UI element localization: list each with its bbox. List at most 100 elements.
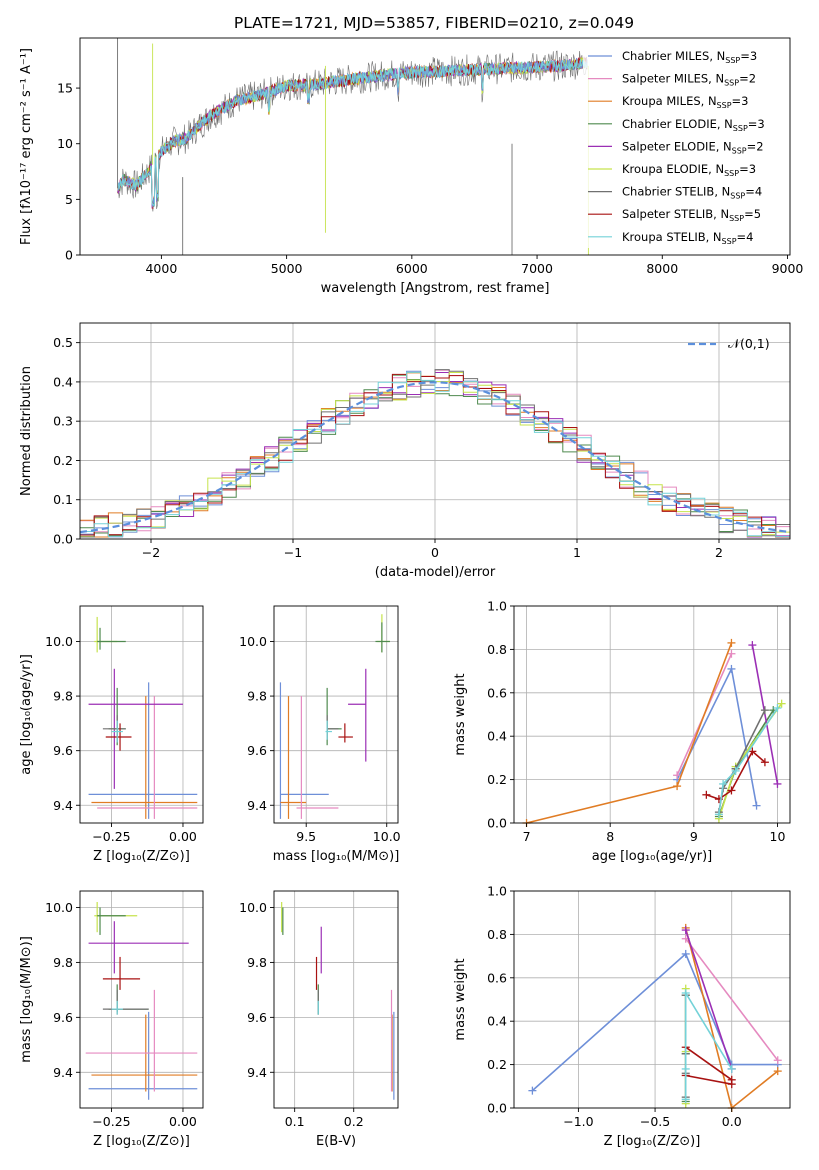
legend-entry-chabrier_stelib: Chabrier STELIB, NSSP=4 [622, 185, 762, 201]
x-tick-label: 1 [573, 545, 581, 560]
y-tick-label: 0.1 [53, 492, 73, 507]
y-tick-label: 9.4 [53, 1065, 73, 1080]
y-tick-label: 9.8 [53, 955, 73, 970]
x-tick-label: 4000 [145, 261, 177, 276]
z_age-frame [79, 605, 204, 824]
residual-legend-entry: 𝒩(0,1) [728, 336, 770, 351]
ebv_mass-xlabel: E(B-V) [316, 1134, 356, 1149]
weight-line-salpeter_miles [685, 938, 779, 1061]
weight-marker-kroupa_stelib [714, 810, 723, 819]
y-tick-label: 10.0 [45, 900, 73, 915]
weight-marker-salpeter_stelib [748, 747, 757, 756]
weight-line-kroupa_elodie [718, 703, 783, 819]
residual-hist-salpeter_stelib [80, 373, 790, 538]
x-tick-label: 0.1 [285, 1114, 305, 1129]
legend-entry-kroupa_stelib: Kroupa STELIB, NSSP=4 [622, 230, 753, 246]
x-tick-label: −0.5 [640, 1114, 670, 1129]
weight-line-chabrier_miles [676, 666, 758, 806]
y-tick-label: 0.4 [487, 729, 507, 744]
x-tick-label: −0.25 [92, 1114, 130, 1129]
x-tick-label: −0.25 [92, 829, 130, 844]
y-tick-label: 9.4 [247, 798, 267, 813]
mass_age-axes [274, 606, 398, 823]
weight-marker-kroupa_miles [673, 782, 682, 791]
residuals-axes [80, 323, 790, 540]
y-tick-label: 0.0 [53, 532, 73, 547]
y-tick-label: 0.2 [53, 453, 73, 468]
x-tick-label: 0 [431, 545, 439, 560]
normal-curve [79, 381, 791, 534]
weight-line-kroupa_stelib [684, 990, 733, 1100]
legend-entry-salpeter_miles: Salpeter MILES, NSSP=2 [622, 72, 756, 88]
x-tick-label: 10 [770, 829, 786, 844]
age_weight-axes [514, 605, 790, 824]
spectrum-legend: Chabrier MILES, NSSP=3 Salpeter MILES, NS… [583, 44, 788, 248]
y-tick-label: 9.8 [247, 689, 267, 704]
weight-marker-salpeter_elodie [681, 926, 690, 935]
x-tick-label: 8000 [646, 261, 678, 276]
weight-marker-salpeter_elodie [773, 779, 782, 788]
age_weight-xlabel: age [log₁₀(age/yr)] [592, 849, 713, 864]
weight-marker-chabrier_miles [727, 664, 736, 673]
y-tick-label: 0.4 [487, 1014, 507, 1029]
age_weight-frame [513, 605, 791, 824]
weight-marker-kroupa_stelib [727, 1064, 736, 1073]
weight-marker-kroupa_stelib [681, 1064, 690, 1073]
residuals-xlabel: (data-model)/error [375, 565, 496, 580]
x-tick-label: 0.0 [722, 1114, 742, 1129]
z_weight-ylabel: mass weight [453, 958, 468, 1040]
weight-marker-salpeter_stelib [760, 758, 769, 767]
spectrum-series-chabrier_stelib [117, 50, 588, 212]
x-tick-label: 9.5 [296, 829, 316, 844]
x-tick-label: 10.0 [373, 829, 401, 844]
weight-marker-chabrier_miles [752, 801, 761, 810]
spectrum-xlabel: wavelength [Angstrom, rest frame] [321, 281, 550, 296]
x-tick-label: 7 [523, 829, 531, 844]
weight-marker-salpeter_miles [773, 1056, 782, 1065]
weight-line-salpeter_elodie [751, 644, 779, 785]
x-tick-label: −1.0 [563, 1114, 593, 1129]
y-tick-label: 0.4 [53, 374, 73, 389]
y-tick-label: 15 [57, 81, 73, 96]
weight-marker-chabrier_stelib [760, 706, 769, 715]
z_age-xlabel: Z [log₁₀(Z/Z⊙)] [93, 849, 190, 864]
weight-marker-salpeter_miles [673, 771, 682, 780]
y-tick-label: 0 [65, 248, 73, 263]
age_weight-ylabel: mass weight [453, 673, 468, 755]
weight-marker-salpeter_stelib [702, 790, 711, 799]
y-tick-label: 0.0 [487, 816, 507, 831]
legend-entry-chabrier_miles: Chabrier MILES, NSSP=3 [622, 49, 757, 65]
z_weight-xlabel: Z [log₁₀(Z/Z⊙)] [604, 1134, 701, 1149]
legend-entry-salpeter_stelib: Salpeter STELIB, NSSP=5 [622, 207, 761, 223]
y-tick-label: 0.2 [487, 1057, 507, 1072]
legend-entry-salpeter_elodie: Salpeter ELODIE, NSSP=2 [622, 139, 764, 155]
weight-marker-salpeter_stelib [727, 786, 736, 795]
y-tick-label: 5 [65, 192, 73, 207]
weight-line-salpeter_elodie [684, 929, 733, 1070]
x-tick-label: 0.00 [169, 829, 197, 844]
y-tick-label: 9.6 [53, 743, 73, 758]
spectrum-series-kroupa_stelib [117, 58, 588, 207]
weight-marker-chabrier_miles [681, 949, 690, 958]
z_mass-ylabel: mass [log₁₀(M/M⊙)] [19, 936, 34, 1063]
y-tick-label: 9.8 [53, 689, 73, 704]
weight-marker-kroupa_miles [773, 1067, 782, 1076]
weight-marker-salpeter_stelib [727, 1080, 736, 1089]
spectrum-frame [79, 37, 791, 256]
y-tick-label: 9.6 [247, 1010, 267, 1025]
weight-marker-salpeter_elodie [748, 641, 757, 650]
y-tick-label: 9.4 [53, 798, 73, 813]
weight-marker-kroupa_stelib [773, 703, 782, 712]
z_mass-axes [80, 891, 203, 1108]
weight-marker-kroupa_stelib [731, 766, 740, 775]
ebv_mass-frame [273, 890, 399, 1109]
weight-marker-kroupa_elodie [777, 699, 786, 708]
legend-entry-kroupa_elodie: Kroupa ELODIE, NSSP=3 [622, 162, 756, 178]
y-tick-label: 9.6 [53, 1010, 73, 1025]
y-tick-label: 9.8 [247, 955, 267, 970]
y-tick-label: 0.6 [487, 970, 507, 985]
weight-marker-kroupa_stelib [681, 1095, 690, 1104]
weight-line-kroupa_stelib [718, 707, 779, 815]
legend-entry-chabrier_elodie: Chabrier ELODIE, NSSP=3 [622, 117, 765, 133]
y-tick-label: 9.6 [247, 743, 267, 758]
